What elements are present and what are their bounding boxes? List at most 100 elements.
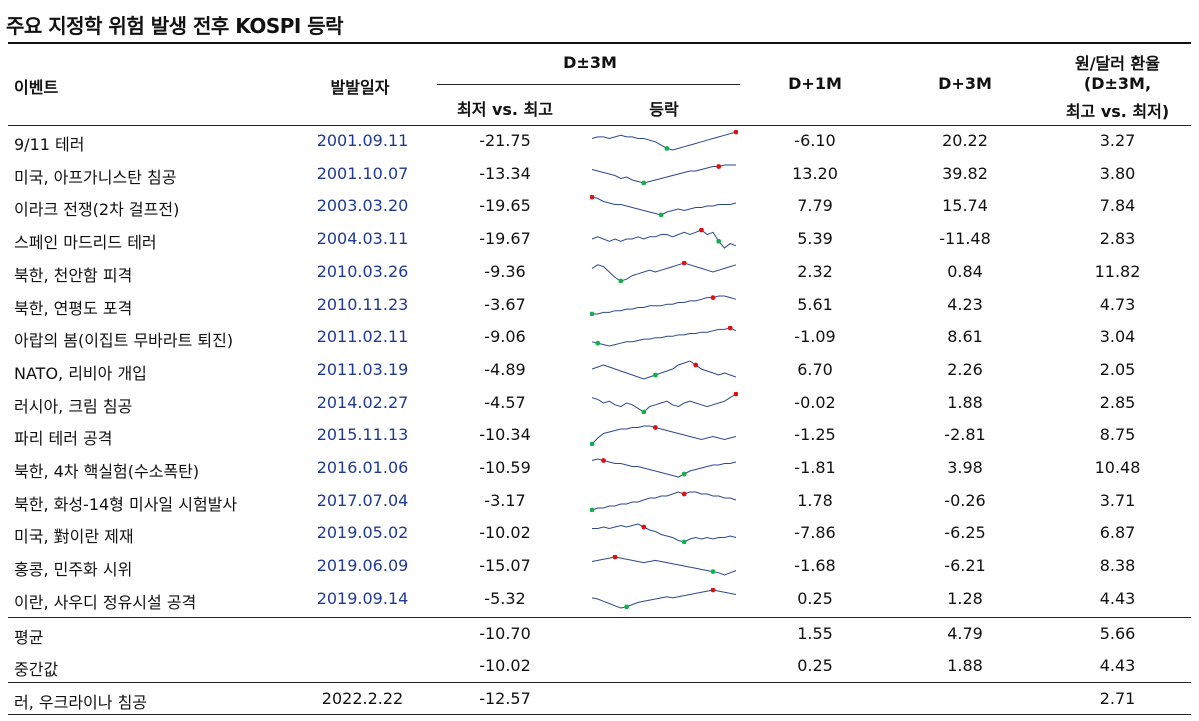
row-d1: 13.20 xyxy=(792,164,838,183)
row-date: 2001.10.07 xyxy=(316,164,409,183)
sparkline-min-marker xyxy=(664,146,670,151)
row-min-vs-max: -21.75 xyxy=(479,131,531,150)
sparkline-max-marker xyxy=(693,362,699,368)
header-event: 이벤트 xyxy=(14,78,59,97)
sparkline-min-marker xyxy=(590,441,595,446)
row-d1: 6.70 xyxy=(797,360,833,379)
row-d3: 2.26 xyxy=(947,360,983,379)
row-fx: 2.83 xyxy=(1099,229,1136,248)
row-event: 미국, 아프가니스탄 침공 xyxy=(14,168,177,187)
row-min-vs-max: -10.59 xyxy=(479,458,531,477)
row-fx: 4.73 xyxy=(1099,295,1136,314)
row-fx: 7.84 xyxy=(1099,196,1136,215)
row-trend-sparkline xyxy=(591,164,736,185)
row-event: 9/11 테러 xyxy=(14,135,85,154)
row-date: 2003.03.20 xyxy=(316,196,409,215)
sparkline-min-marker xyxy=(658,212,664,217)
sparkline-path xyxy=(591,589,737,609)
summary-median-fx: 4.43 xyxy=(1099,656,1136,675)
row-trend-sparkline xyxy=(592,523,737,544)
sparkline-min-marker xyxy=(590,507,595,512)
row-trend-sparkline xyxy=(591,392,738,414)
row-trend-sparkline xyxy=(591,458,737,478)
page-title: 주요 지정학 위험 발생 전후 KOSPI 등락 xyxy=(6,14,344,38)
row-fx: 3.27 xyxy=(1099,131,1136,150)
row-event: 스페인 마드리드 테러 xyxy=(14,233,157,252)
header-trend: 등락 xyxy=(649,100,679,119)
row-d1: 2.32 xyxy=(797,262,833,281)
sparkline-path xyxy=(591,491,737,511)
row-trend-sparkline xyxy=(590,195,737,217)
sparkline-path xyxy=(591,327,737,347)
sparkline-min-marker xyxy=(681,471,687,477)
sparkline-path xyxy=(591,131,737,151)
row-event: 아랍의 봄(이집트 무바라트 퇴진) xyxy=(14,331,234,350)
header-group: D±3M xyxy=(563,53,617,72)
sparkline-path xyxy=(591,360,737,380)
row-date: 2016.01.06 xyxy=(316,458,409,477)
current-min: -12.57 xyxy=(479,689,531,708)
header-d3: D+3M xyxy=(938,74,992,93)
row-date: 2001.09.11 xyxy=(316,131,409,150)
row-event: NATO, 리비아 개입 xyxy=(14,364,147,383)
sparkline-max-marker xyxy=(710,588,716,593)
header-bottom-rule xyxy=(8,125,1191,126)
header-d1: D+1M xyxy=(788,74,842,93)
row-d3: 1.28 xyxy=(947,589,983,608)
current-fx: 2.71 xyxy=(1099,689,1136,708)
sparkline-max-marker xyxy=(601,458,606,463)
sparkline-min-marker xyxy=(618,278,624,283)
row-d1: 7.79 xyxy=(797,196,833,215)
header-fx-line2: (D±3M, xyxy=(1083,74,1152,93)
row-trend-sparkline xyxy=(591,360,737,380)
row-date: 2019.09.14 xyxy=(316,589,409,608)
sparkline-min-marker xyxy=(710,569,716,574)
row-event: 북한, 천안함 피격 xyxy=(14,266,133,285)
row-min-vs-max: -5.32 xyxy=(484,589,526,608)
row-d1: 0.25 xyxy=(797,589,833,608)
sparkline-max-marker xyxy=(612,555,618,560)
row-event: 이라크 전쟁(2차 걸프전) xyxy=(14,200,180,219)
sparkline-max-marker xyxy=(710,295,716,300)
row-trend-sparkline xyxy=(590,295,737,316)
row-date: 2004.03.11 xyxy=(316,229,409,248)
row-fx: 3.04 xyxy=(1099,327,1136,346)
table-bottom-rule xyxy=(8,714,1191,715)
sparkline-max-marker xyxy=(733,130,738,135)
row-fx: 8.38 xyxy=(1099,556,1136,575)
row-date: 2011.03.19 xyxy=(316,360,409,379)
row-fx: 8.75 xyxy=(1099,425,1136,444)
row-fx: 3.80 xyxy=(1099,164,1136,183)
sparkline-min-marker xyxy=(624,604,629,610)
row-min-vs-max: -3.17 xyxy=(484,491,526,510)
row-d1: -0.02 xyxy=(794,393,836,412)
row-event: 북한, 화성-14형 미사일 시험발사 xyxy=(14,495,238,514)
group-underline xyxy=(437,84,740,85)
row-d3: -0.26 xyxy=(944,491,986,510)
row-trend-sparkline xyxy=(591,228,737,249)
row-d3: 15.74 xyxy=(942,196,988,215)
sparkline-max-marker xyxy=(699,228,704,233)
row-min-vs-max: -19.67 xyxy=(479,229,531,248)
row-min-vs-max: -10.02 xyxy=(479,523,531,542)
sparkline-path xyxy=(591,425,737,445)
row-d3: -6.21 xyxy=(944,556,986,575)
row-fx: 2.85 xyxy=(1099,393,1136,412)
row-d1: -7.86 xyxy=(794,523,836,542)
row-d3: 39.82 xyxy=(942,164,988,183)
sparkline-max-marker xyxy=(641,524,647,530)
row-d1: -1.68 xyxy=(794,556,836,575)
sparkline-min-marker xyxy=(681,539,687,544)
row-d3: -11.48 xyxy=(939,229,991,248)
summary-label-mean: 평균 xyxy=(14,628,44,647)
row-min-vs-max: -3.67 xyxy=(484,295,526,314)
sparkline-max-marker xyxy=(653,425,658,430)
row-fx: 4.43 xyxy=(1099,589,1136,608)
row-d3: 20.22 xyxy=(942,131,988,150)
sparkline-path xyxy=(591,393,737,413)
row-trend-sparkline xyxy=(591,588,737,610)
row-date: 2019.05.02 xyxy=(316,523,409,542)
current-event: 러, 우크라이나 침공 xyxy=(14,693,148,712)
row-trend-sparkline xyxy=(590,425,737,446)
row-d1: -1.81 xyxy=(794,458,836,477)
